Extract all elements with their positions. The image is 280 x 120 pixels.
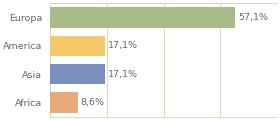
Bar [50,7,235,28]
Text: 57,1%: 57,1% [238,13,268,22]
Bar [50,92,78,113]
Text: 17,1%: 17,1% [108,41,138,50]
Bar [50,36,105,56]
Text: 17,1%: 17,1% [108,70,138,79]
Bar [50,64,105,84]
Text: 8,6%: 8,6% [80,98,104,107]
